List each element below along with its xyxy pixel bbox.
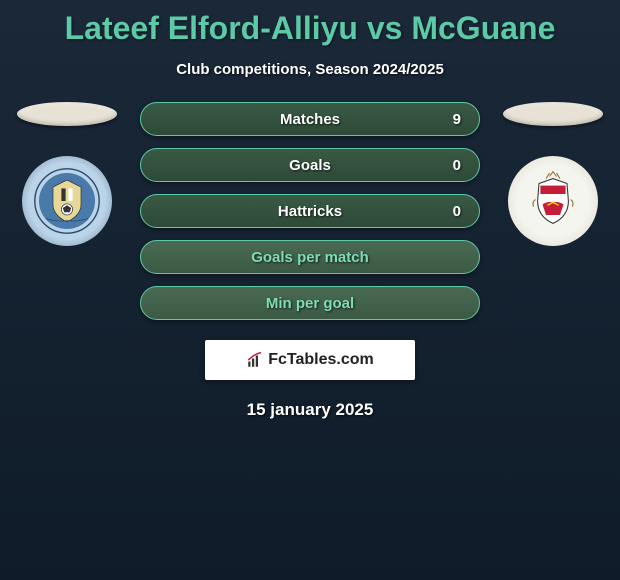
left-ellipse bbox=[17, 102, 117, 126]
stat-bars: Matches 9 Goals 0 Hattricks 0 Goals per … bbox=[140, 102, 480, 320]
source-badge[interactable]: FcTables.com bbox=[205, 340, 415, 380]
chart-icon bbox=[246, 351, 264, 369]
right-side bbox=[498, 102, 608, 246]
subtitle: Club competitions, Season 2024/2025 bbox=[0, 61, 620, 78]
page-title: Lateef Elford-Alliyu vs McGuane bbox=[0, 0, 620, 47]
right-ellipse bbox=[503, 102, 603, 126]
stat-bar-goals: Goals 0 bbox=[140, 148, 480, 182]
crest-icon-left bbox=[32, 166, 102, 236]
stat-value: 0 bbox=[453, 203, 461, 220]
stat-label: Goals per match bbox=[251, 249, 369, 266]
right-crest bbox=[508, 156, 598, 246]
stat-bar-gpm: Goals per match bbox=[140, 240, 480, 274]
stat-value: 0 bbox=[453, 157, 461, 174]
stat-bar-matches: Matches 9 bbox=[140, 102, 480, 136]
stat-value: 9 bbox=[453, 111, 461, 128]
left-crest bbox=[22, 156, 112, 246]
stat-label: Hattricks bbox=[278, 203, 342, 220]
stat-label: Goals bbox=[289, 157, 331, 174]
stat-bar-mpg: Min per goal bbox=[140, 286, 480, 320]
main-container: Matches 9 Goals 0 Hattricks 0 Goals per … bbox=[0, 102, 620, 320]
left-side bbox=[12, 102, 122, 246]
badge-text: FcTables.com bbox=[268, 351, 374, 369]
stat-label: Min per goal bbox=[266, 295, 354, 312]
stat-label: Matches bbox=[280, 111, 340, 128]
crest-icon-right bbox=[518, 166, 588, 236]
date-text: 15 january 2025 bbox=[0, 400, 620, 420]
stat-bar-hattricks: Hattricks 0 bbox=[140, 194, 480, 228]
